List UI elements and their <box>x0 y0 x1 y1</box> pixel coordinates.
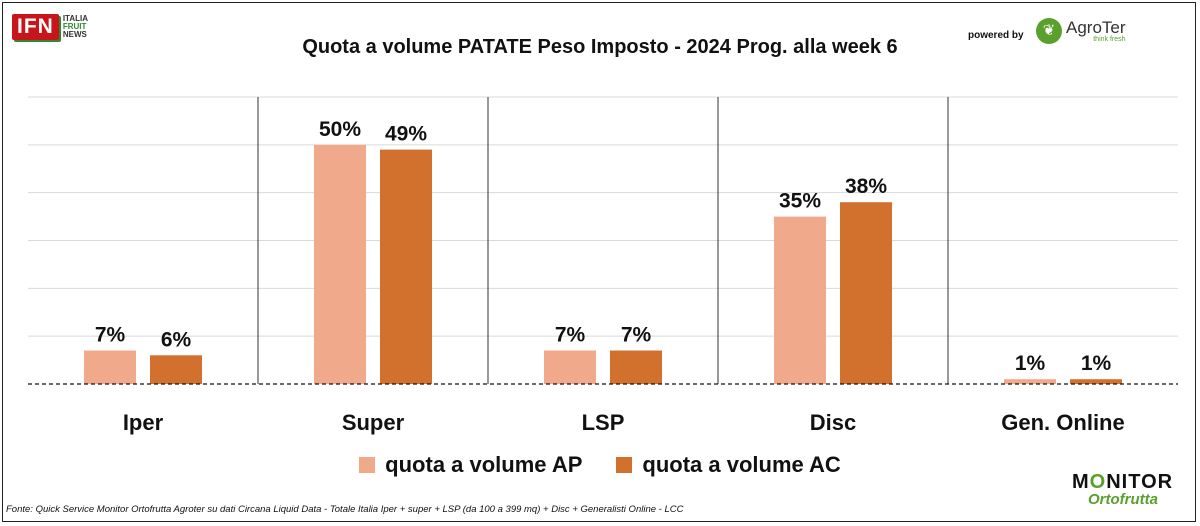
legend: quota a volume AP quota a volume AC <box>0 452 1200 478</box>
monitor-logo-sub: Ortofrutta <box>1088 491 1158 508</box>
monitor-logo-m: M <box>1072 471 1090 493</box>
monitor-ortofrutta-logo: MONITOR Ortofrutta <box>1072 472 1173 507</box>
bar-ap <box>544 350 596 384</box>
agroter-tagline: think fresh <box>1093 36 1126 43</box>
bar-ap <box>84 350 136 384</box>
ifn-logo-mark: IFN <box>12 14 59 40</box>
data-label: 38% <box>845 175 887 198</box>
ifn-logo-line3: NEWS <box>62 30 87 39</box>
legend-swatch-ap <box>359 457 376 473</box>
bar-ac <box>610 350 662 384</box>
category-label: LSP <box>582 410 625 435</box>
ifn-logo: IFN ITALIA FRUIT NEWS <box>12 12 88 42</box>
legend-swatch-ac <box>616 457 633 473</box>
data-label: 1% <box>1081 352 1112 375</box>
data-label: 50% <box>319 118 361 141</box>
bar-ap <box>1004 379 1056 384</box>
bar-ap <box>314 144 366 384</box>
legend-item-ac: quota a volume AC <box>616 452 841 478</box>
ifn-logo-line2: FRUIT <box>62 22 87 31</box>
bar-ac <box>150 355 202 384</box>
data-label: 35% <box>779 190 821 213</box>
bar-ac <box>380 149 432 384</box>
bar-ac <box>1070 379 1122 384</box>
ifn-logo-text: ITALIA FRUIT NEWS <box>63 15 88 39</box>
data-label: 49% <box>385 123 427 146</box>
data-label: 7% <box>555 324 586 347</box>
bar-ap <box>774 216 826 384</box>
data-label: 1% <box>1015 352 1046 375</box>
category-label: Iper <box>123 410 164 435</box>
ifn-logo-line1: ITALIA <box>62 14 89 23</box>
category-label: Disc <box>810 410 856 435</box>
agroter-name: AgroTer <box>1066 18 1126 37</box>
monitor-logo-rest: NITOR <box>1106 471 1174 493</box>
legend-item-ap: quota a volume AP <box>359 452 582 478</box>
data-label: 7% <box>621 324 652 347</box>
legend-label-ac: quota a volume AC <box>642 452 841 477</box>
data-label: 6% <box>161 328 192 351</box>
chart-title: Quota a volume PATATE Peso Imposto - 202… <box>302 36 898 58</box>
agroter-logo: ❦ AgroTer think fresh <box>1036 18 1126 44</box>
powered-by-label: powered by <box>968 30 1024 41</box>
category-label: Super <box>342 410 405 435</box>
tree-icon: ❦ <box>1036 18 1062 44</box>
magnifier-icon: O <box>1089 471 1107 493</box>
bar-ac <box>840 202 892 384</box>
legend-label-ap: quota a volume AP <box>385 452 583 477</box>
category-label: Gen. Online <box>1001 410 1124 435</box>
source-note: Fonte: Quick Service Monitor Ortofrutta … <box>6 504 684 515</box>
data-label: 7% <box>95 324 126 347</box>
